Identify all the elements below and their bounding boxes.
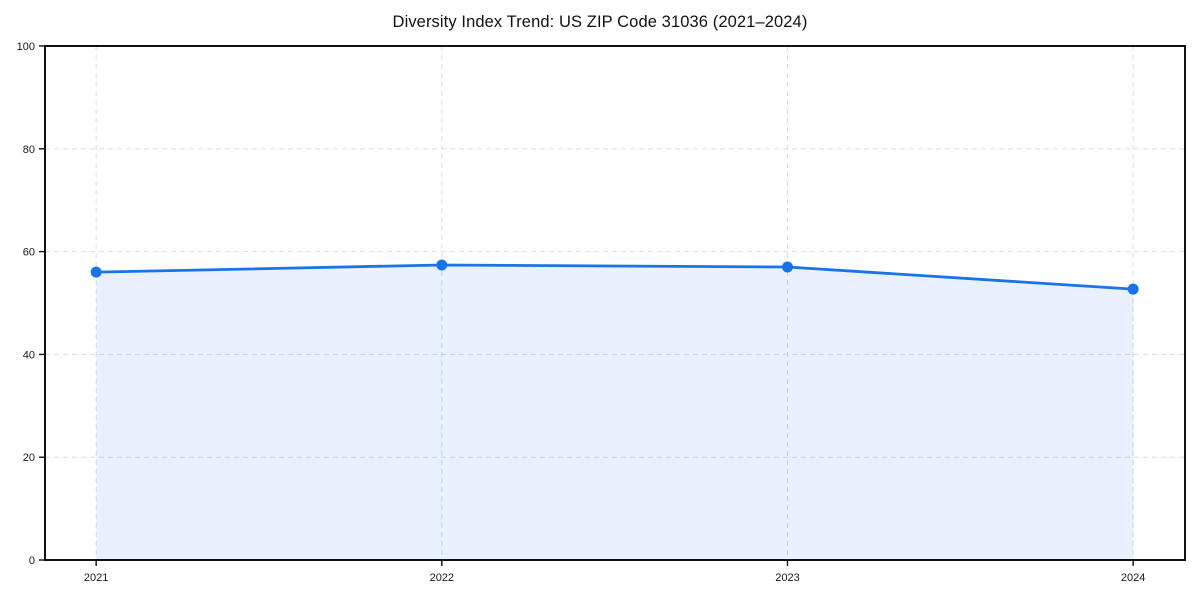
x-tick-label: 2024 bbox=[1121, 572, 1145, 584]
data-point-marker bbox=[436, 259, 448, 271]
y-tick-label: 100 bbox=[17, 41, 35, 53]
chart-title: Diversity Index Trend: US ZIP Code 31036… bbox=[392, 13, 808, 31]
plot-border bbox=[44, 45, 1186, 561]
y-tick-label: 0 bbox=[29, 555, 35, 567]
y-tick-label: 60 bbox=[23, 247, 35, 259]
y-tick-label: 80 bbox=[23, 144, 35, 156]
data-point-marker bbox=[90, 266, 102, 278]
x-tick-label: 2023 bbox=[775, 572, 799, 584]
data-point-marker bbox=[1127, 283, 1139, 295]
area-fill bbox=[96, 264, 1134, 560]
y-tick-label: 40 bbox=[23, 349, 35, 361]
data-point-marker bbox=[781, 261, 793, 273]
x-tick-label: 2022 bbox=[430, 572, 454, 584]
y-tick-label: 20 bbox=[23, 452, 35, 464]
x-tick-label: 2021 bbox=[84, 572, 108, 584]
trend-line bbox=[94, 263, 1135, 291]
